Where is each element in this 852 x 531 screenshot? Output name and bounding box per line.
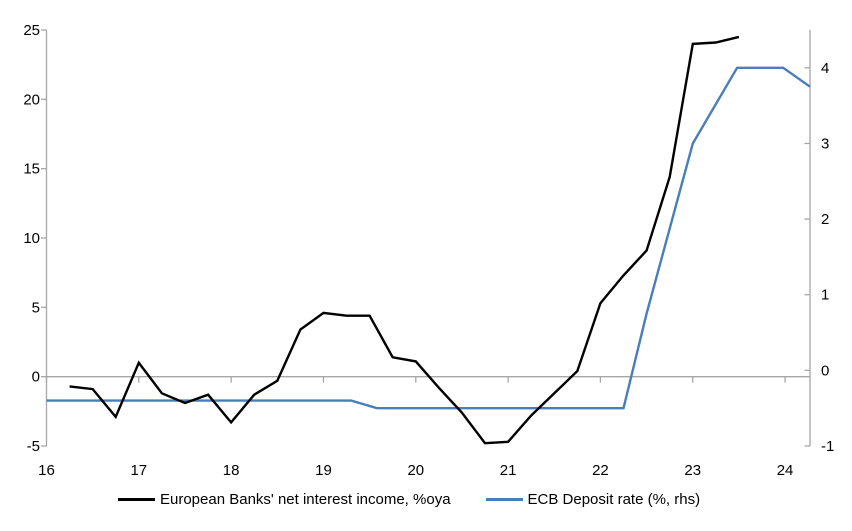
ecb-deposit-rate-line: [46, 66, 811, 410]
left-axis-tick-label: 15: [23, 161, 40, 178]
right-axis-tick-label: 2: [821, 211, 829, 228]
right-axis-tick-label: 3: [821, 135, 829, 152]
nii-line-swatch: [118, 498, 155, 501]
nii-line: [69, 35, 740, 445]
ecb-line-swatch: [485, 498, 523, 501]
left-axis-tick-label: 0: [32, 369, 40, 386]
left-axis-tick-label: 5: [32, 299, 40, 316]
left-axis-tick-label: -5: [27, 438, 40, 455]
x-axis-tick-label: 23: [684, 462, 701, 479]
right-axis-tick-label: -1: [821, 438, 834, 455]
legend-label-ecb: ECB Deposit rate (%, rhs): [527, 491, 701, 508]
x-axis-tick-label: 21: [500, 462, 517, 479]
chart-legend: European Banks' net interest income, %oy…: [118, 491, 700, 508]
x-axis-tick-label: 22: [592, 462, 609, 479]
left-axis-tick-label: 10: [23, 230, 40, 247]
legend-item-ecb: ECB Deposit rate (%, rhs): [485, 491, 701, 508]
x-axis-tick-label: 16: [38, 462, 55, 479]
x-axis-tick-label: 24: [777, 462, 794, 479]
legend-item-nii: European Banks' net interest income, %oy…: [118, 491, 451, 508]
right-axis-tick-label: 4: [821, 60, 829, 77]
x-axis-tick-label: 20: [407, 462, 424, 479]
x-axis-tick-label: 18: [223, 462, 240, 479]
right-axis-tick-label: 1: [821, 287, 829, 304]
legend-label-nii: European Banks' net interest income, %oy…: [160, 491, 451, 508]
left-axis-tick-label: 20: [23, 91, 40, 108]
x-axis-tick-label: 17: [130, 462, 147, 479]
left-axis-tick-label: 25: [23, 22, 40, 39]
right-axis-tick-label: 0: [821, 362, 829, 379]
x-axis-tick-label: 19: [315, 462, 332, 479]
